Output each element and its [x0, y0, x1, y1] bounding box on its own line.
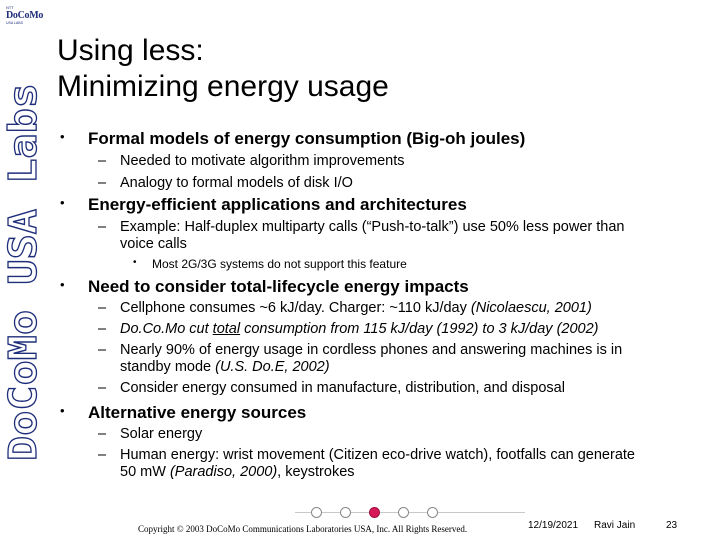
sub-bullet-continuation: standby mode (U.S. Do.E, 2002) — [120, 359, 330, 375]
slide-title: Using less: Minimizing energy usage — [57, 33, 389, 105]
sub-bullet-text: voice calls — [120, 236, 187, 252]
footer-copyright: Copyright © 2003 DoCoMo Communications L… — [138, 524, 468, 534]
sub-sub-bullet-item: • Most 2G/3G systems do not support this … — [133, 257, 407, 271]
bullet-item: • Formal models of energy consumption (B… — [60, 129, 526, 148]
bullet-text: Alternative energy sources — [88, 403, 307, 422]
sub-bullet-continuation: 50 mW (Paradiso, 2000), keystrokes — [120, 464, 355, 480]
title-line-1: Using less: — [57, 34, 204, 67]
slide-nav-dot — [427, 507, 438, 518]
slide-nav-dot-active — [369, 507, 380, 518]
slide-nav-dot — [340, 507, 351, 518]
side-brand-text: DoCoMo USA Labs — [2, 83, 44, 461]
title-line-2: Minimizing energy usage — [57, 70, 389, 103]
sub-sub-bullet-text: Most 2G/3G systems do not support this f… — [152, 257, 407, 271]
slide-nav-dot — [311, 507, 322, 518]
slide-nav-dot — [398, 507, 409, 518]
sub-bullet-item: – Nearly 90% of energy usage in cordless … — [98, 342, 623, 358]
sub-bullet-item: – Solar energy — [98, 426, 203, 442]
sub-bullet-continuation: voice calls — [120, 236, 187, 252]
bullet-item: • Need to consider total-lifecycle energ… — [60, 277, 469, 296]
sub-bullet-item: – Needed to motivate algorithm improvemen… — [98, 153, 405, 169]
bullet-text: Need to consider total-lifecycle energy … — [88, 277, 469, 296]
bullet-item: • Energy-efficient applications and arch… — [60, 195, 467, 214]
sub-bullet-item: – Do.Co.Mo cut total consumption from 115… — [98, 321, 599, 337]
sub-bullet-text: Needed to motivate algorithm improvement… — [120, 153, 405, 169]
logo-sub-text: USA LABS — [6, 21, 23, 25]
sub-bullet-item: – Cellphone consumes ~6 kJ/day. Charger: … — [98, 300, 592, 316]
sub-bullet-item: – Human energy: wrist movement (Citizen e… — [98, 447, 635, 463]
docomo-logo: NTT DoCoMo USA LABS — [6, 6, 44, 34]
bullet-text: Formal models of energy consumption (Big… — [88, 129, 526, 148]
logo-main-text: DoCoMo — [6, 10, 44, 21]
footer-author: Ravi Jain — [594, 520, 636, 531]
bullet-text: Energy-efficient applications and archit… — [88, 195, 467, 214]
sub-bullet-item: – Analogy to formal models of disk I/O — [98, 175, 353, 191]
footer-divider — [295, 512, 525, 513]
footer-page-number: 23 — [666, 520, 678, 531]
sub-bullet-item: – Consider energy consumed in manufacture… — [98, 380, 565, 396]
footer-date: 12/19/2021 — [528, 520, 579, 531]
side-brand-label: DoCoMo USA Labs — [2, 82, 44, 461]
sub-bullet-item: – Example: Half-duplex multiparty calls (… — [98, 219, 625, 235]
sub-bullet-text: Example: Half-duplex multiparty calls (“… — [120, 219, 625, 235]
logo-top-text: NTT — [6, 5, 14, 10]
bullet-item: • Alternative energy sources — [60, 403, 307, 422]
sub-bullet-text: Analogy to formal models of disk I/O — [120, 175, 353, 191]
